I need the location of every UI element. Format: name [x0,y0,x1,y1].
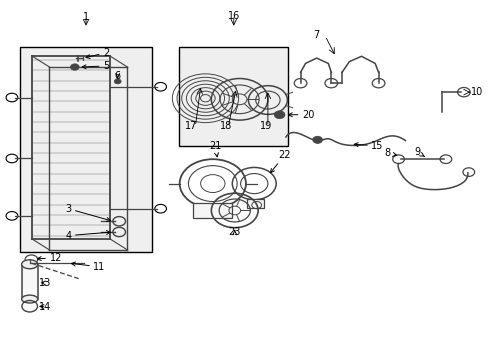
Text: 21: 21 [209,141,221,157]
Text: 5: 5 [82,61,109,71]
Text: 1: 1 [83,12,89,22]
Bar [193,203,232,218]
Text: 4: 4 [65,230,110,240]
Bar [21,264,38,299]
Text: 19: 19 [260,121,272,131]
Ellipse shape [21,295,38,303]
Circle shape [312,136,322,143]
Circle shape [114,79,121,84]
Text: 22: 22 [270,150,290,173]
Text: 13: 13 [39,278,51,288]
Text: 6: 6 [114,71,121,81]
Ellipse shape [21,260,38,269]
Text: 18: 18 [220,121,232,131]
Circle shape [70,64,79,70]
Bar [178,47,288,146]
Text: 8: 8 [384,148,396,158]
Text: 15: 15 [353,141,383,151]
Text: 2: 2 [86,48,109,58]
Text: 23: 23 [228,227,241,237]
Text: 20: 20 [288,110,314,120]
Text: 7: 7 [313,30,319,40]
Text: 16: 16 [227,11,240,21]
Text: 12: 12 [37,253,61,263]
Text: 17: 17 [184,121,197,131]
Text: 11: 11 [71,262,105,272]
Text: 10: 10 [470,87,483,97]
Bar [246,199,264,208]
Text: 3: 3 [65,204,110,221]
Circle shape [274,111,285,119]
Bar [20,47,152,252]
Text: 14: 14 [39,302,51,312]
Text: 9: 9 [414,147,424,157]
